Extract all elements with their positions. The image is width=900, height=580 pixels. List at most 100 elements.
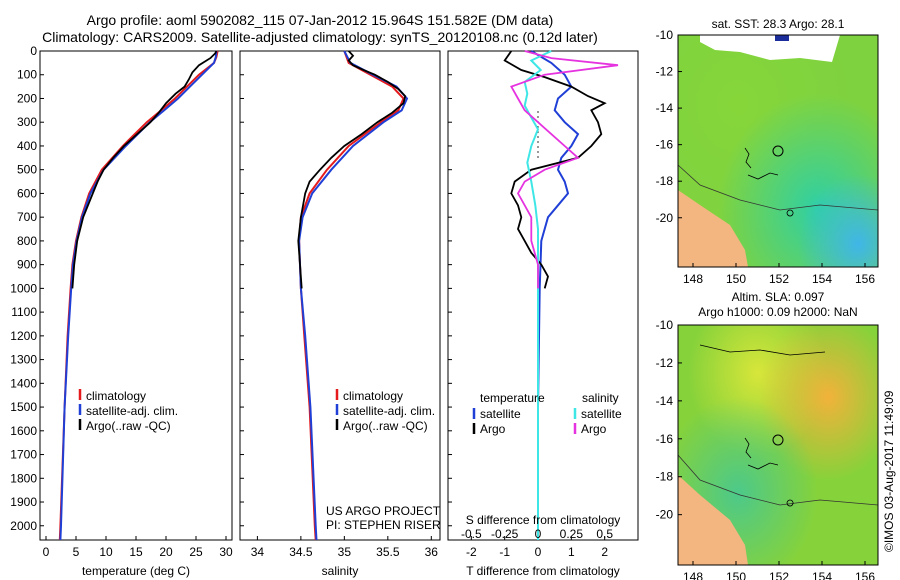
s-tick-label: 0.5 (596, 527, 613, 541)
legend-label: satellite-adj. clim. (343, 404, 435, 418)
sla-map: Altim. SLA: 0.097 Argo h1000: 0.09 h2000… (677, 290, 879, 566)
sst-map: sat. SST: 28.3 Argo: 28.1 (677, 17, 879, 268)
plot-frame (39, 50, 233, 541)
y-tick-label: 1200 (10, 329, 37, 343)
x-tick-label: 34 (251, 545, 265, 559)
sst-map-frame (677, 34, 879, 268)
sla-bathymetry-contour (677, 454, 879, 506)
sst-missing-patch (775, 35, 789, 41)
y-tick-label: 1100 (11, 305, 37, 319)
map-y-tick-label: -12 (656, 65, 674, 79)
y-tick-label: 700 (17, 210, 37, 224)
y-tick-label: 2000 (10, 519, 37, 533)
legend-label: climatology (343, 389, 403, 403)
x-axis-label: temperature (deg C) (82, 564, 190, 578)
sst-land-australia (678, 190, 748, 267)
x-axis-label: salinity (322, 564, 359, 578)
legend-label: satellite-adj. clim. (86, 404, 178, 418)
map-y-tick-label: -10 (656, 28, 674, 42)
plot-frame (447, 50, 639, 541)
sst-cloud-mask (700, 35, 840, 62)
x-tick-label: 5 (73, 545, 80, 559)
y-tick-label: 400 (17, 139, 37, 153)
s-tick-label: 0.25 (560, 527, 584, 541)
sla-map-title-1: Altim. SLA: 0.097 (732, 290, 825, 304)
map-x-tick-label: 150 (726, 570, 746, 580)
legend-label: climatology (86, 389, 146, 403)
sst-map-title: sat. SST: 28.3 Argo: 28.1 (712, 17, 845, 31)
legend-label: satellite (480, 407, 521, 421)
s-tick-label: -0.25 (491, 527, 519, 541)
y-tick-label: 1000 (10, 281, 37, 295)
series-line-argo (71, 50, 218, 289)
x-tick-label: 30 (219, 545, 233, 559)
map-y-tick-label: -18 (656, 470, 674, 484)
s-tick-label: -0.5 (461, 527, 482, 541)
difference-panel: -2 -1 0 1 2 T difference from climatology temp… (447, 50, 639, 578)
legend-label: satellite (581, 407, 622, 421)
x-axis-label: T difference from climatology (466, 564, 620, 578)
x-tick-label: 1 (568, 545, 575, 559)
plot-frame (239, 50, 441, 541)
legend-label: Argo(..raw -QC) (343, 419, 428, 433)
credit-text: ©IMOS 03-Aug-2017 11:49:09 (882, 390, 896, 552)
x-tick-label: 0 (535, 545, 542, 559)
map-y-tick-label: -16 (656, 138, 674, 152)
sla-map-title-2: Argo h1000: 0.09 h2000: NaN (698, 305, 857, 319)
sla-coastline-png (699, 344, 826, 356)
y-tick-label: 800 (17, 234, 37, 248)
x-tick-label: -2 (466, 545, 477, 559)
figure-title-line1: Argo profile: aoml 5902082_115 07-Jan-20… (86, 12, 554, 28)
map-y-tick-label: -20 (656, 508, 674, 522)
sst-reefs-outline (744, 147, 794, 217)
s-tick-label: 0 (535, 527, 542, 541)
map-x-tick-label: 156 (855, 570, 875, 580)
x-tick-label: 20 (159, 545, 173, 559)
project-annotation: PI: STEPHEN RISER (326, 518, 441, 532)
project-annotation: US ARGO PROJECT (326, 504, 441, 518)
y-tick-label: 1900 (10, 495, 37, 509)
x-tick-label: 0 (43, 545, 50, 559)
legend-label: Argo (480, 422, 506, 436)
map-x-tick-label: 156 (855, 272, 875, 286)
y-tick-label: 900 (17, 258, 37, 272)
sla-land-australia (678, 475, 748, 565)
sst-argo-location-marker (772, 145, 784, 157)
figure-title-line2: Climatology: CARS2009. Satellite-adjuste… (42, 29, 598, 45)
x-tick-label: 34.5 (289, 545, 313, 559)
map-x-tick-label: 150 (726, 272, 746, 286)
map-x-tick-label: 152 (769, 570, 789, 580)
y-tick-label: 1700 (10, 448, 37, 462)
series-line-s-argo (509, 50, 619, 289)
map-x-tick-label: 152 (769, 272, 789, 286)
series-line-argo (297, 50, 407, 289)
map-y-tick-label: -18 (656, 174, 674, 188)
x-tick-label: 35.5 (376, 545, 400, 559)
map-y-tick-label: -14 (656, 101, 674, 115)
map-x-tick-label: 154 (812, 570, 832, 580)
y-tick-label: 0 (30, 44, 37, 58)
series-line-s-satellite (523, 50, 552, 540)
map-x-tick-label: 154 (812, 272, 832, 286)
map-x-tick-label: 148 (683, 570, 703, 580)
y-tick-label: 100 (17, 68, 37, 82)
y-tick-label: 500 (17, 163, 37, 177)
sla-reefs-outline (744, 437, 794, 507)
y-tick-label: 1600 (10, 424, 37, 438)
x-tick-label: 15 (129, 545, 143, 559)
y-tick-label: 1800 (10, 471, 37, 485)
map-y-tick-label: -20 (656, 211, 674, 225)
legend-temperature-header: temperature (480, 391, 545, 405)
sla-argo-location-marker (772, 434, 784, 446)
x-tick-label: 10 (99, 545, 113, 559)
y-tick-label: 200 (17, 91, 37, 105)
sst-bathymetry-contour (677, 164, 879, 211)
temperature-panel: 0100200300400500600700800900100011001200… (10, 44, 233, 578)
s-difference-label: S difference from climatology (466, 513, 621, 527)
map-y-tick-label: -16 (656, 432, 674, 446)
y-tick-label: 1500 (10, 400, 37, 414)
y-tick-label: 300 (17, 115, 37, 129)
map-x-tick-label: 148 (683, 272, 703, 286)
y-tick-label: 600 (17, 186, 37, 200)
